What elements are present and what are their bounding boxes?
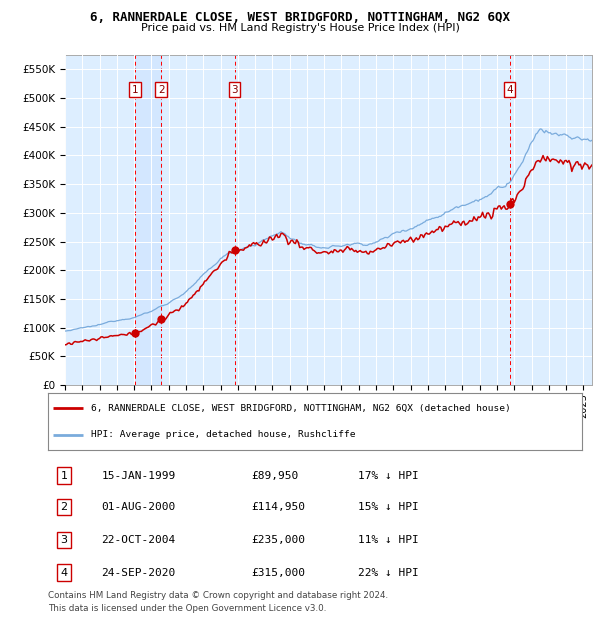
Text: 01-AUG-2000: 01-AUG-2000	[101, 502, 176, 512]
Text: 22-OCT-2004: 22-OCT-2004	[101, 535, 176, 545]
Text: Price paid vs. HM Land Registry's House Price Index (HPI): Price paid vs. HM Land Registry's House …	[140, 23, 460, 33]
Text: This data is licensed under the Open Government Licence v3.0.: This data is licensed under the Open Gov…	[48, 603, 326, 613]
Text: £89,950: £89,950	[251, 471, 298, 480]
Text: 17% ↓ HPI: 17% ↓ HPI	[358, 471, 418, 480]
Text: 4: 4	[61, 568, 68, 578]
Text: 22% ↓ HPI: 22% ↓ HPI	[358, 568, 418, 578]
Text: £235,000: £235,000	[251, 535, 305, 545]
Text: HPI: Average price, detached house, Rushcliffe: HPI: Average price, detached house, Rush…	[91, 430, 355, 439]
Text: £315,000: £315,000	[251, 568, 305, 578]
Text: 2: 2	[61, 502, 68, 512]
Text: 24-SEP-2020: 24-SEP-2020	[101, 568, 176, 578]
Text: 15-JAN-1999: 15-JAN-1999	[101, 471, 176, 480]
Text: 11% ↓ HPI: 11% ↓ HPI	[358, 535, 418, 545]
Text: 2: 2	[158, 85, 165, 95]
Text: 3: 3	[61, 535, 68, 545]
Bar	[135, 55, 161, 385]
Text: 15% ↓ HPI: 15% ↓ HPI	[358, 502, 418, 512]
Text: 3: 3	[231, 85, 238, 95]
Text: 6, RANNERDALE CLOSE, WEST BRIDGFORD, NOTTINGHAM, NG2 6QX (detached house): 6, RANNERDALE CLOSE, WEST BRIDGFORD, NOT…	[91, 404, 511, 413]
Text: £114,950: £114,950	[251, 502, 305, 512]
Text: Contains HM Land Registry data © Crown copyright and database right 2024.: Contains HM Land Registry data © Crown c…	[48, 590, 388, 600]
Text: 1: 1	[61, 471, 68, 480]
Text: 6, RANNERDALE CLOSE, WEST BRIDGFORD, NOTTINGHAM, NG2 6QX: 6, RANNERDALE CLOSE, WEST BRIDGFORD, NOT…	[90, 11, 510, 24]
Text: 4: 4	[506, 85, 513, 95]
Text: 1: 1	[131, 85, 138, 95]
